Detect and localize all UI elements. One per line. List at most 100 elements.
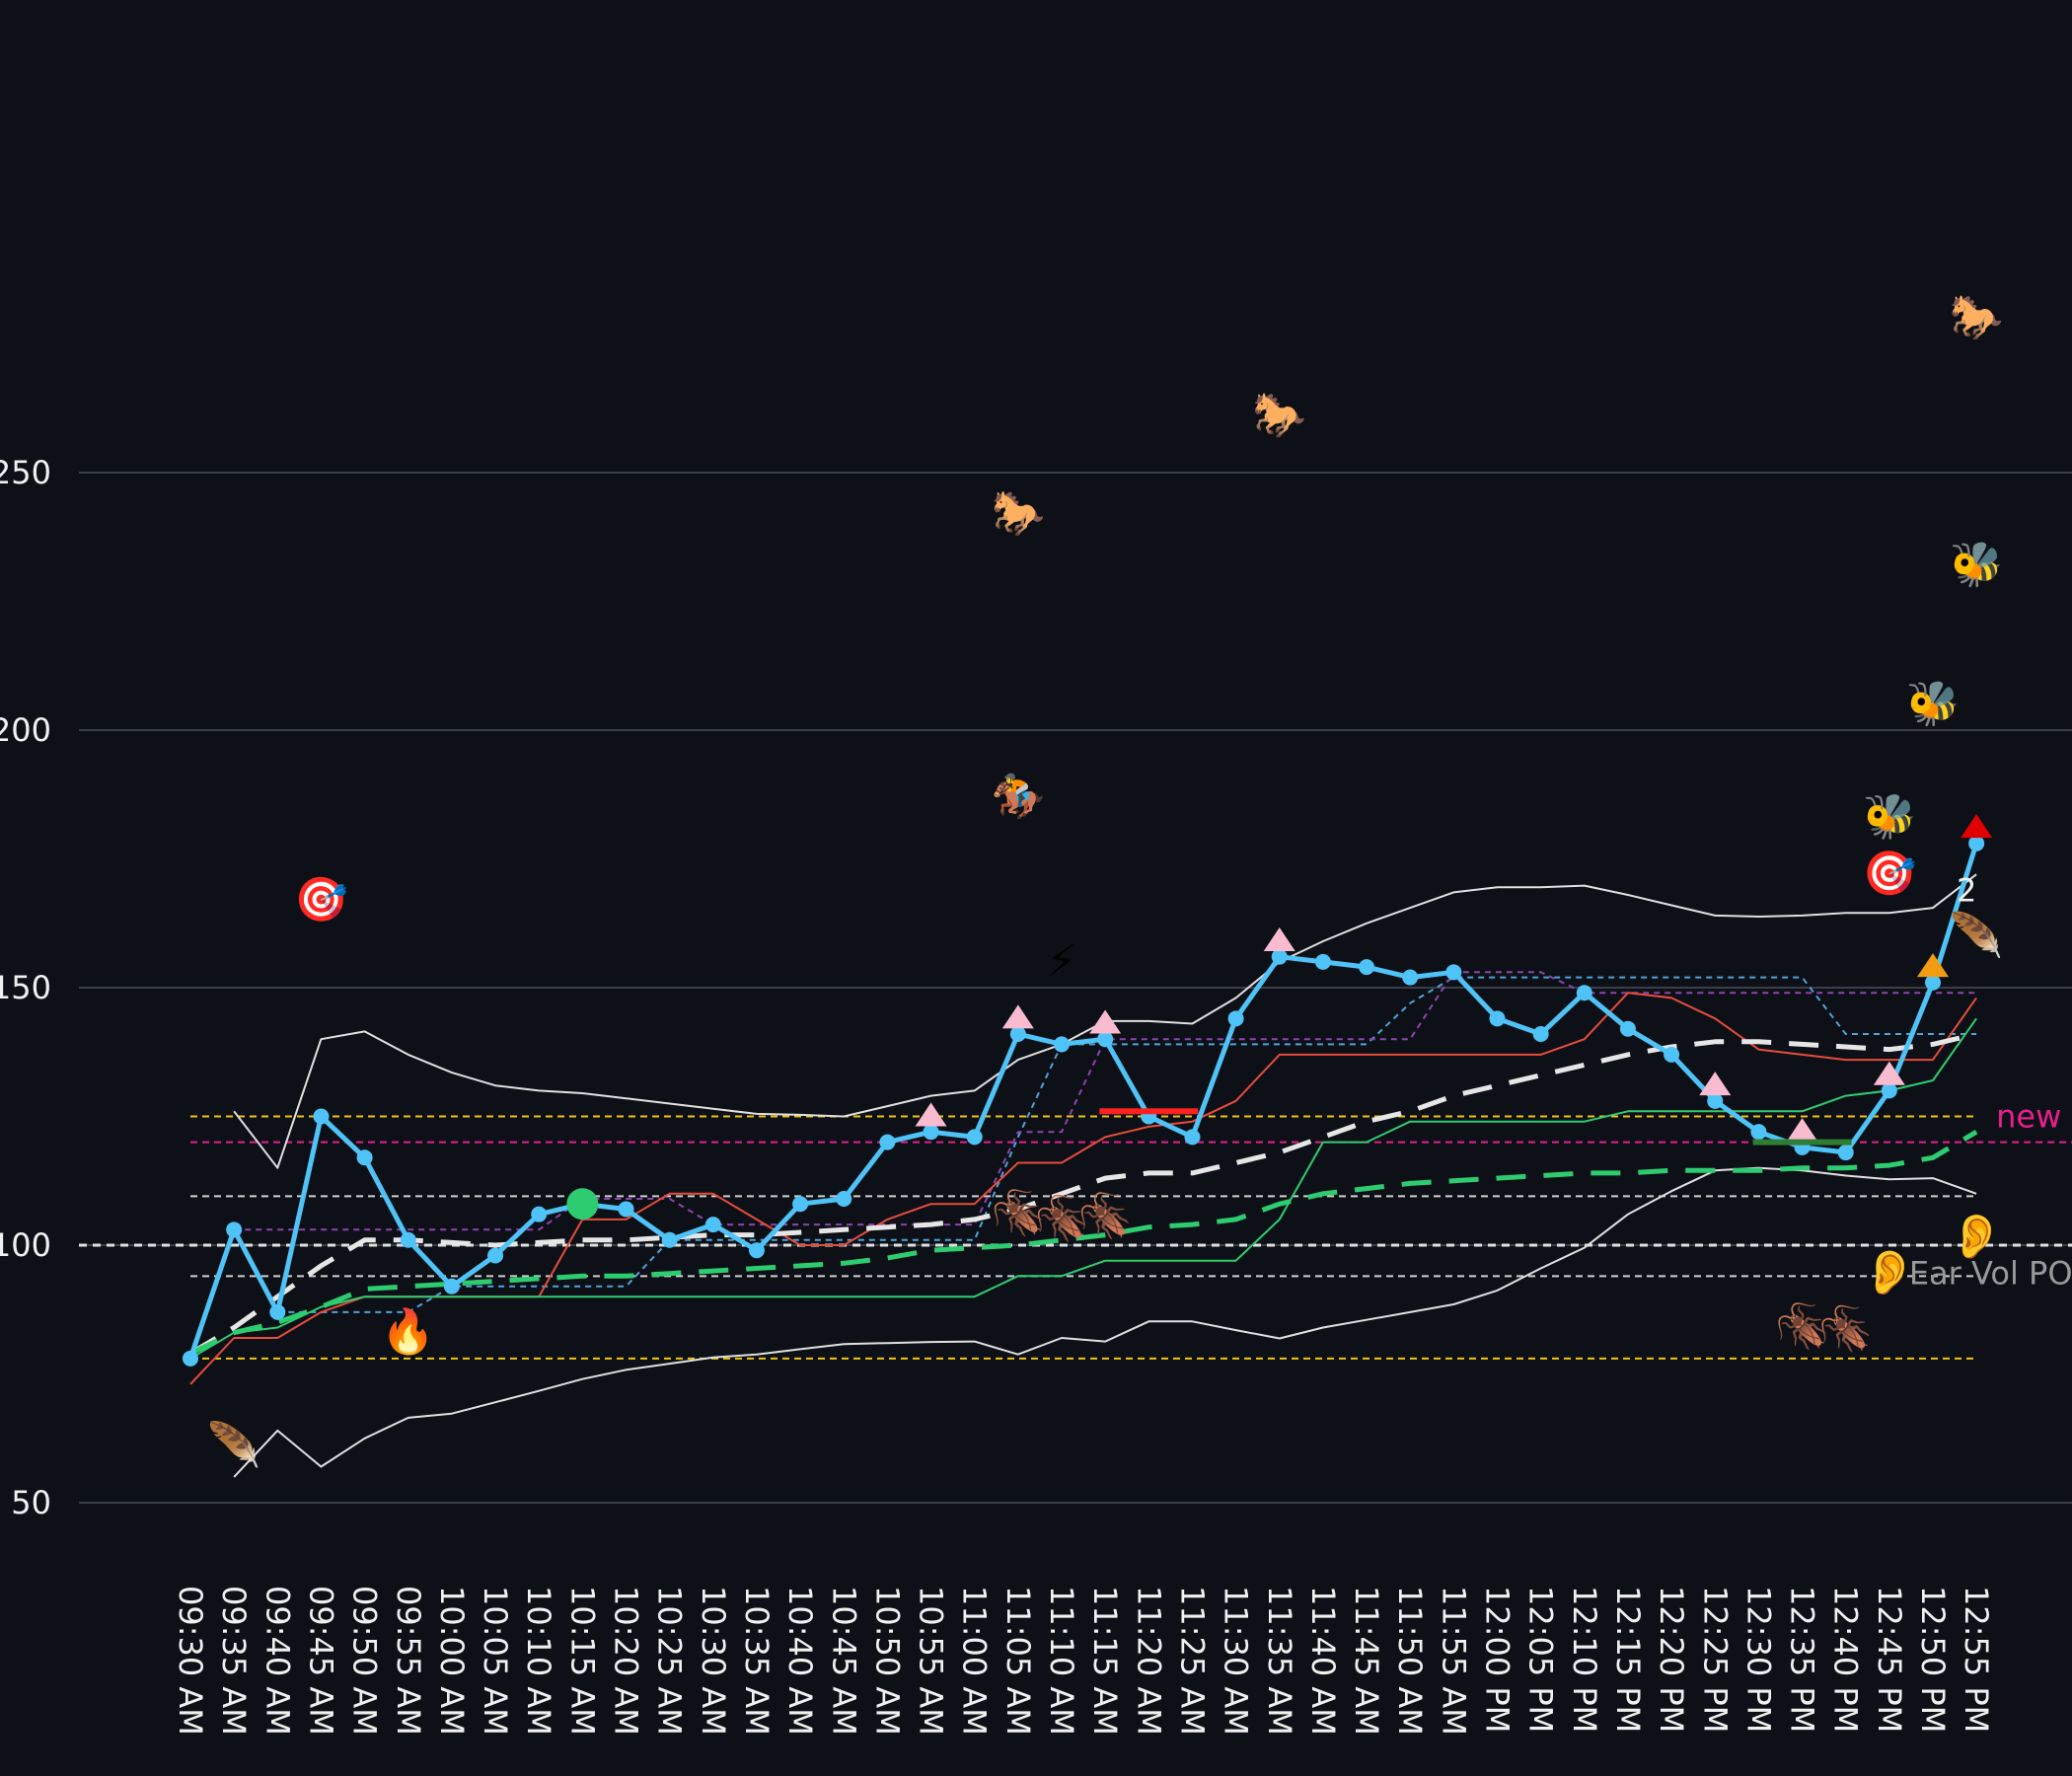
price-point bbox=[226, 1221, 243, 1238]
price-point bbox=[1707, 1092, 1724, 1109]
x-tick-label: 11:10 AM bbox=[1043, 1586, 1080, 1736]
pink-triangle bbox=[1001, 1004, 1034, 1029]
price-point bbox=[1314, 953, 1331, 970]
x-tick-label: 12:05 PM bbox=[1522, 1586, 1560, 1733]
ear-icon: 👂 bbox=[1862, 1248, 1916, 1298]
ear-icon: 👂 bbox=[1950, 1212, 2004, 1262]
price-point bbox=[1576, 985, 1592, 1001]
price-point bbox=[1968, 835, 1985, 851]
price-point bbox=[792, 1196, 809, 1213]
x-tick-label: 09:50 AM bbox=[346, 1586, 384, 1736]
price-point bbox=[356, 1149, 373, 1166]
x-tick-label: 12:00 PM bbox=[1479, 1586, 1517, 1733]
x-tick-label: 12:20 PM bbox=[1653, 1586, 1690, 1733]
pink-triangle bbox=[1873, 1061, 1905, 1085]
count-2-label: 2 bbox=[1957, 871, 1976, 909]
x-tick-label: 09:55 AM bbox=[390, 1586, 427, 1736]
x-tick-label: 10:45 AM bbox=[825, 1586, 862, 1736]
signal-markers bbox=[566, 814, 1993, 1221]
cockroach-icon: 🪳 bbox=[1078, 1188, 1133, 1241]
target-icon: 🎯 bbox=[294, 874, 348, 925]
price-point bbox=[313, 1108, 330, 1125]
cockroach-icon: 🪳 bbox=[991, 1186, 1045, 1239]
x-tick-label: 10:20 AM bbox=[608, 1586, 645, 1736]
emoji-annotations: 🎯🎯🪶🪶🔥⚡🏇🐎🐎🐎🐝🐝🐝🪳🪳🪳🪳🪳👂👂 bbox=[207, 292, 2004, 1470]
fire-icon: 🔥 bbox=[381, 1307, 435, 1358]
green-bar bbox=[1752, 1139, 1852, 1146]
x-tick-label: 12:15 PM bbox=[1609, 1586, 1647, 1733]
x-tick-labels: 09:30 AM 09:35 AM 09:40 AM 09:45 AM 09:50 AM… bbox=[172, 1586, 1995, 1736]
series-lines bbox=[187, 843, 1979, 1478]
price-point bbox=[836, 1191, 852, 1208]
ear-vol-poc-label: Ear Vol POC bbox=[1909, 1255, 2072, 1293]
feather-icon: 🪶 bbox=[1950, 909, 2004, 961]
x-tick-label: 11:35 AM bbox=[1261, 1586, 1298, 1736]
lightning-icon: ⚡ bbox=[1047, 936, 1077, 987]
orange-triangle bbox=[1917, 953, 1949, 978]
horse-icon: 🐎 bbox=[1252, 391, 1306, 441]
green-circle bbox=[566, 1188, 599, 1221]
x-tick-label: 11:05 AM bbox=[999, 1586, 1037, 1736]
text-annotations: new text Ear Vol POC 2 bbox=[1909, 871, 2072, 1292]
series-ema bbox=[188, 1130, 1978, 1356]
pink-triangle bbox=[915, 1102, 947, 1127]
price-point bbox=[531, 1206, 548, 1222]
x-tick-label: 10:25 AM bbox=[651, 1586, 689, 1736]
x-tick-label: 11:25 AM bbox=[1173, 1586, 1211, 1736]
horse-icon: 🐎 bbox=[991, 488, 1045, 539]
x-tick-label: 12:50 PM bbox=[1914, 1586, 1952, 1733]
price-point bbox=[966, 1129, 983, 1146]
new-text-label: new text bbox=[1996, 1098, 2072, 1136]
x-tick-label: 11:40 AM bbox=[1304, 1586, 1342, 1736]
price-point bbox=[923, 1124, 939, 1141]
price-point bbox=[1054, 1036, 1070, 1053]
series-green-line bbox=[189, 1017, 1977, 1360]
x-tick-label: 10:50 AM bbox=[868, 1586, 906, 1736]
x-tick-label: 12:45 PM bbox=[1871, 1586, 1908, 1733]
price-point bbox=[1750, 1124, 1767, 1141]
price-point bbox=[1271, 948, 1288, 965]
x-tick-label: 10:55 AM bbox=[913, 1586, 950, 1736]
series-sma bbox=[188, 1031, 1977, 1356]
feather-icon: 🪶 bbox=[207, 1419, 261, 1471]
x-tick-label: 11:50 AM bbox=[1391, 1586, 1429, 1736]
price-point bbox=[487, 1247, 504, 1264]
price-point bbox=[748, 1242, 765, 1259]
y-tick-labels: 50 100 150 200 250 bbox=[0, 454, 51, 1521]
x-tick-label: 10:05 AM bbox=[477, 1586, 514, 1736]
x-tick-label: 11:20 AM bbox=[1130, 1586, 1167, 1736]
cockroach-icon: 🪳 bbox=[1035, 1191, 1089, 1244]
cockroach-icon: 🪳 bbox=[1818, 1301, 1873, 1355]
cockroach-icon: 🪳 bbox=[1775, 1299, 1829, 1353]
y-tick-label: 250 bbox=[0, 454, 51, 491]
red-triangle bbox=[1961, 814, 1993, 839]
price-point bbox=[704, 1217, 721, 1233]
series-blue-dotted bbox=[277, 976, 1977, 1313]
horse-racing-icon: 🏇 bbox=[991, 772, 1045, 822]
price-point bbox=[400, 1231, 416, 1248]
y-tick-label: 150 bbox=[0, 969, 51, 1006]
series-bb-lower bbox=[233, 1166, 1977, 1478]
price-point bbox=[879, 1134, 896, 1150]
x-tick-label: 11:45 AM bbox=[1348, 1586, 1385, 1736]
x-tick-label: 12:35 PM bbox=[1784, 1586, 1821, 1733]
x-tick-label: 10:00 AM bbox=[433, 1586, 471, 1736]
price-point bbox=[618, 1201, 634, 1218]
x-tick-label: 12:55 PM bbox=[1958, 1586, 1995, 1733]
red-bar bbox=[1099, 1108, 1199, 1115]
target-icon: 🎯 bbox=[1862, 849, 1916, 899]
pink-triangle bbox=[1089, 1009, 1122, 1034]
x-tick-label: 10:30 AM bbox=[695, 1586, 732, 1736]
x-tick-label: 12:40 PM bbox=[1827, 1586, 1865, 1733]
x-tick-label: 12:30 PM bbox=[1739, 1586, 1777, 1733]
x-tick-label: 11:15 AM bbox=[1086, 1586, 1124, 1736]
price-point bbox=[1445, 964, 1462, 981]
price-point bbox=[1837, 1145, 1854, 1161]
price-point bbox=[1881, 1082, 1897, 1099]
x-tick-label: 09:35 AM bbox=[215, 1586, 253, 1736]
price-point bbox=[661, 1231, 678, 1248]
price-point bbox=[1097, 1031, 1114, 1048]
x-tick-label: 09:45 AM bbox=[302, 1586, 339, 1736]
x-tick-label: 10:10 AM bbox=[520, 1586, 557, 1736]
